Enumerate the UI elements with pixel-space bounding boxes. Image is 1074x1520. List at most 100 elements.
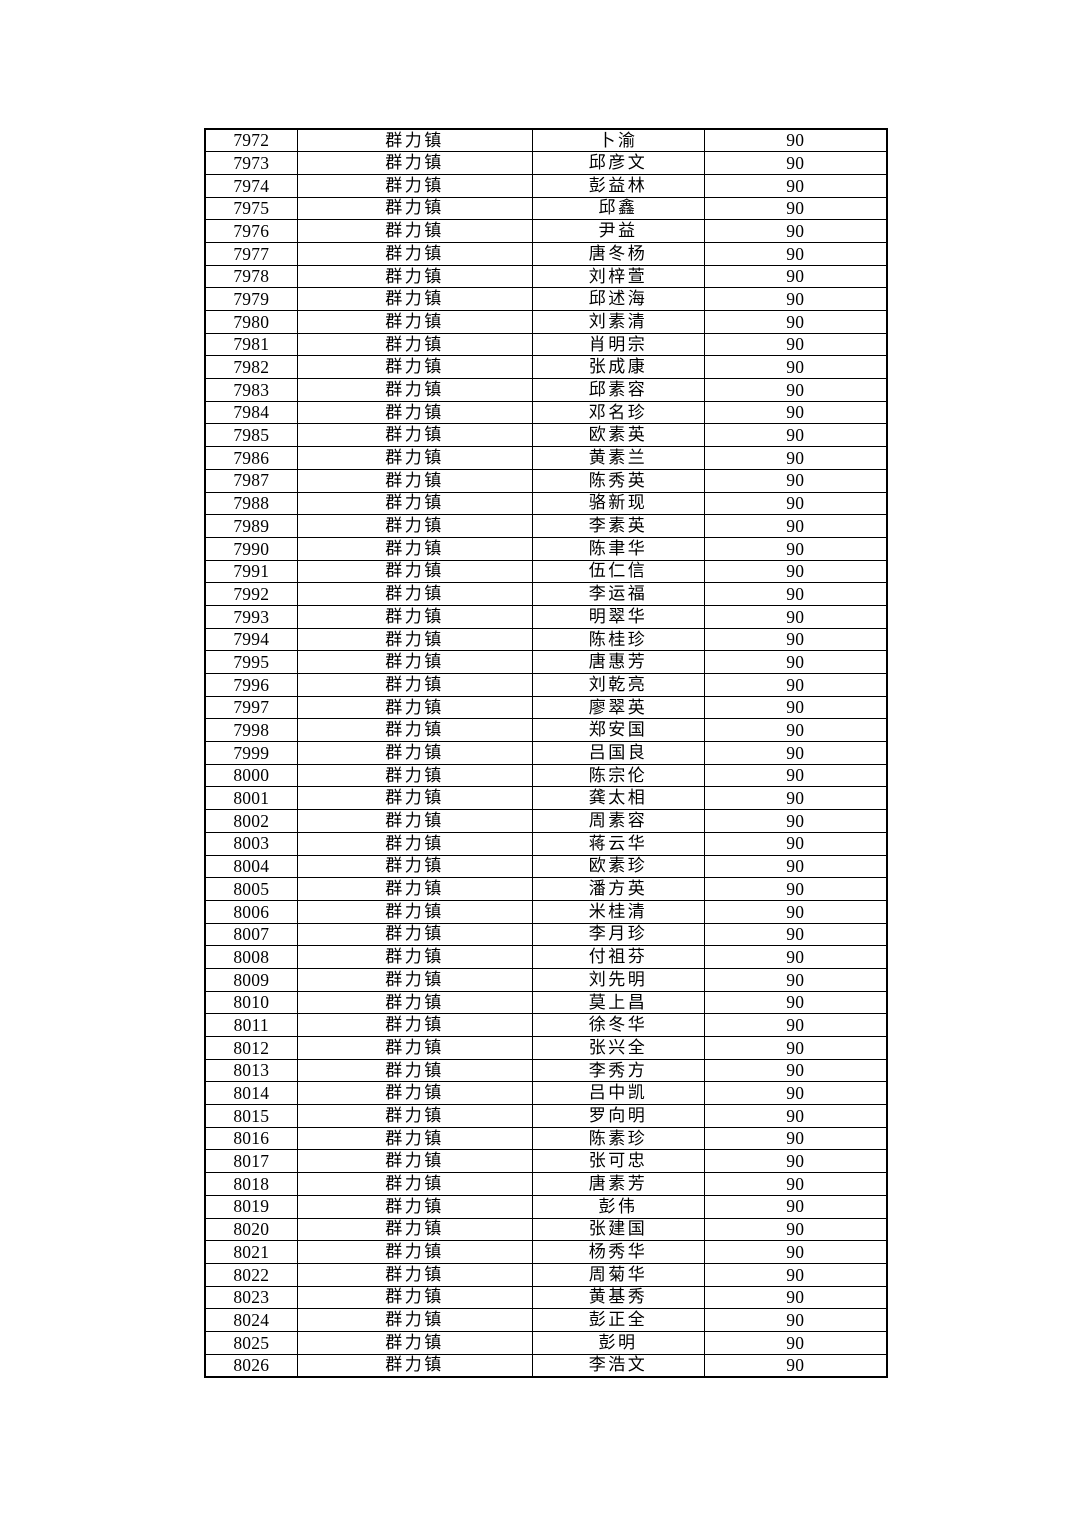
table-row: 7979 群力镇 邱述海 90 — [204, 287, 888, 311]
cell-amount: 90 — [703, 1285, 888, 1310]
cell-person-name: 彭正全 — [531, 1308, 705, 1332]
cell-sequence-number: 7975 — [204, 196, 298, 221]
cell-amount: 90 — [703, 854, 888, 879]
cell-person-name: 陈聿华 — [531, 536, 705, 561]
table-row: 8019 群力镇 彭伟 90 — [204, 1194, 888, 1219]
cell-sequence-number: 8016 — [204, 1126, 298, 1151]
cell-person-name: 邱素容 — [531, 378, 705, 402]
cell-sequence-number: 7980 — [204, 310, 298, 334]
cell-amount: 90 — [703, 990, 888, 1015]
cell-person-name: 郑安国 — [531, 718, 705, 743]
cell-township: 群力镇 — [296, 468, 533, 493]
cell-person-name: 潘方英 — [531, 877, 705, 901]
cell-person-name: 廖翠英 — [531, 695, 705, 720]
cell-township: 群力镇 — [296, 1308, 533, 1332]
table-row: 7981 群力镇 肖明宗 90 — [204, 332, 888, 357]
cell-person-name: 周菊华 — [531, 1262, 705, 1287]
cell-person-name: 吕中凯 — [531, 1081, 705, 1106]
table-row: 8020 群力镇 张建国 90 — [204, 1217, 888, 1242]
cell-sequence-number: 8000 — [204, 763, 298, 788]
cell-township: 群力镇 — [296, 287, 533, 311]
cell-person-name: 李素英 — [531, 514, 705, 538]
cell-amount: 90 — [703, 1036, 888, 1060]
cell-amount: 90 — [703, 1194, 888, 1219]
cell-amount: 90 — [703, 219, 888, 243]
cell-township: 群力镇 — [296, 763, 533, 788]
cell-amount: 90 — [703, 355, 888, 380]
table-row: 7998 群力镇 郑安国 90 — [204, 718, 888, 743]
table-row: 7986 群力镇 黄素兰 90 — [204, 446, 888, 470]
cell-sequence-number: 7974 — [204, 173, 298, 198]
cell-person-name: 李秀方 — [531, 1058, 705, 1083]
cell-person-name: 付祖芬 — [531, 945, 705, 969]
table-row: 7977 群力镇 唐冬杨 90 — [204, 241, 888, 266]
cell-township: 群力镇 — [296, 854, 533, 879]
cell-township: 群力镇 — [296, 400, 533, 425]
cell-amount: 90 — [703, 468, 888, 493]
cell-township: 群力镇 — [296, 741, 533, 765]
cell-sequence-number: 8023 — [204, 1285, 298, 1310]
cell-amount: 90 — [703, 1262, 888, 1287]
cell-sequence-number: 7976 — [204, 219, 298, 243]
cell-person-name: 黄基秀 — [531, 1285, 705, 1310]
cell-amount: 90 — [703, 287, 888, 311]
cell-sequence-number: 8014 — [204, 1081, 298, 1106]
cell-township: 群力镇 — [296, 173, 533, 198]
cell-township: 群力镇 — [296, 1081, 533, 1106]
cell-amount: 90 — [703, 173, 888, 198]
table-row: 8023 群力镇 黄基秀 90 — [204, 1285, 888, 1310]
cell-person-name: 欧素珍 — [531, 854, 705, 879]
cell-person-name: 莫上昌 — [531, 990, 705, 1015]
cell-sequence-number: 7985 — [204, 423, 298, 448]
cell-sequence-number: 8020 — [204, 1217, 298, 1242]
cell-amount: 90 — [703, 310, 888, 334]
cell-amount: 90 — [703, 1104, 888, 1128]
cell-township: 群力镇 — [296, 219, 533, 243]
cell-amount: 90 — [703, 536, 888, 561]
cell-person-name: 尹益 — [531, 219, 705, 243]
cell-amount: 90 — [703, 559, 888, 584]
cell-sequence-number: 7998 — [204, 718, 298, 743]
table-row: 8003 群力镇 蒋云华 90 — [204, 831, 888, 856]
cell-amount: 90 — [703, 899, 888, 924]
cell-township: 群力镇 — [296, 128, 533, 153]
cell-sequence-number: 7981 — [204, 332, 298, 357]
cell-amount: 90 — [703, 922, 888, 947]
table-row: 7984 群力镇 邓名珍 90 — [204, 400, 888, 425]
cell-sequence-number: 7994 — [204, 627, 298, 652]
cell-township: 群力镇 — [296, 1330, 533, 1355]
cell-person-name: 骆新现 — [531, 491, 705, 516]
cell-amount: 90 — [703, 332, 888, 357]
cell-person-name: 李月珍 — [531, 922, 705, 947]
cell-person-name: 刘乾亮 — [531, 673, 705, 697]
cell-amount: 90 — [703, 650, 888, 674]
cell-township: 群力镇 — [296, 491, 533, 516]
cell-amount: 90 — [703, 1058, 888, 1083]
cell-amount: 90 — [703, 196, 888, 221]
cell-person-name: 彭益林 — [531, 173, 705, 198]
cell-township: 群力镇 — [296, 809, 533, 833]
table-row: 8022 群力镇 周菊华 90 — [204, 1262, 888, 1287]
cell-person-name: 唐素芳 — [531, 1172, 705, 1196]
cell-sequence-number: 7991 — [204, 559, 298, 584]
table-row: 7993 群力镇 明翠华 90 — [204, 604, 888, 629]
table-row: 7982 群力镇 张成康 90 — [204, 355, 888, 380]
cell-person-name: 明翠华 — [531, 604, 705, 629]
table-row: 8006 群力镇 米桂清 90 — [204, 899, 888, 924]
table-row: 7991 群力镇 伍仁信 90 — [204, 559, 888, 584]
cell-amount: 90 — [703, 763, 888, 788]
table-row: 8008 群力镇 付祖芬 90 — [204, 945, 888, 969]
cell-person-name: 刘先明 — [531, 967, 705, 992]
cell-amount: 90 — [703, 877, 888, 901]
table-row: 7994 群力镇 陈桂珍 90 — [204, 627, 888, 652]
cell-amount: 90 — [703, 627, 888, 652]
table-row: 7985 群力镇 欧素英 90 — [204, 423, 888, 448]
cell-amount: 90 — [703, 128, 888, 153]
cell-person-name: 欧素英 — [531, 423, 705, 448]
cell-sequence-number: 8019 — [204, 1194, 298, 1219]
cell-person-name: 陈秀英 — [531, 468, 705, 493]
cell-sequence-number: 8024 — [204, 1308, 298, 1332]
cell-sequence-number: 7979 — [204, 287, 298, 311]
cell-amount: 90 — [703, 446, 888, 470]
